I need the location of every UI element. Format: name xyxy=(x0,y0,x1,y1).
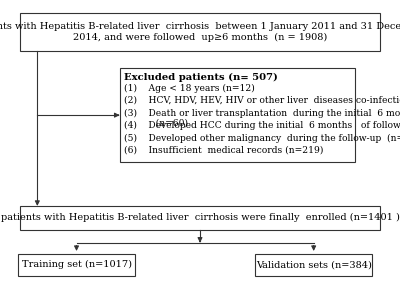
Text: (3)    Death or liver transplantation  during the initial  6 months  of follow-u: (3) Death or liver transplantation durin… xyxy=(124,108,400,128)
Text: (2)    HCV, HDV, HEV, HIV or other liver  diseases co-infection   (n=114 ): (2) HCV, HDV, HEV, HIV or other liver di… xyxy=(124,96,400,105)
Text: Excluded patients (n= 507): Excluded patients (n= 507) xyxy=(124,73,278,82)
Bar xyxy=(20,13,380,51)
Text: patients with Hepatitis B-related liver  cirrhosis were finally  enrolled (n=140: patients with Hepatitis B-related liver … xyxy=(0,213,400,222)
Bar xyxy=(120,68,355,162)
Bar xyxy=(255,254,372,276)
Bar xyxy=(18,254,135,276)
Text: (4)    Developed HCC during the initial  6 months   of follow-up  (n=87): (4) Developed HCC during the initial 6 m… xyxy=(124,121,400,130)
Text: (1)    Age < 18 years (n=12): (1) Age < 18 years (n=12) xyxy=(124,83,255,93)
Text: (5)    Developed other malignancy  during the follow-up  (n=15): (5) Developed other malignancy during th… xyxy=(124,134,400,143)
Text: Training set (n=1017): Training set (n=1017) xyxy=(22,260,132,269)
Text: (6)    Insufficient  medical records (n=219): (6) Insufficient medical records (n=219) xyxy=(124,146,324,155)
Text: Patients with Hepatitis B-related liver  cirrhosis  between 1 January 2011 and 3: Patients with Hepatitis B-related liver … xyxy=(0,22,400,42)
Text: Validation sets (n=384): Validation sets (n=384) xyxy=(256,260,372,269)
Bar xyxy=(20,206,380,230)
